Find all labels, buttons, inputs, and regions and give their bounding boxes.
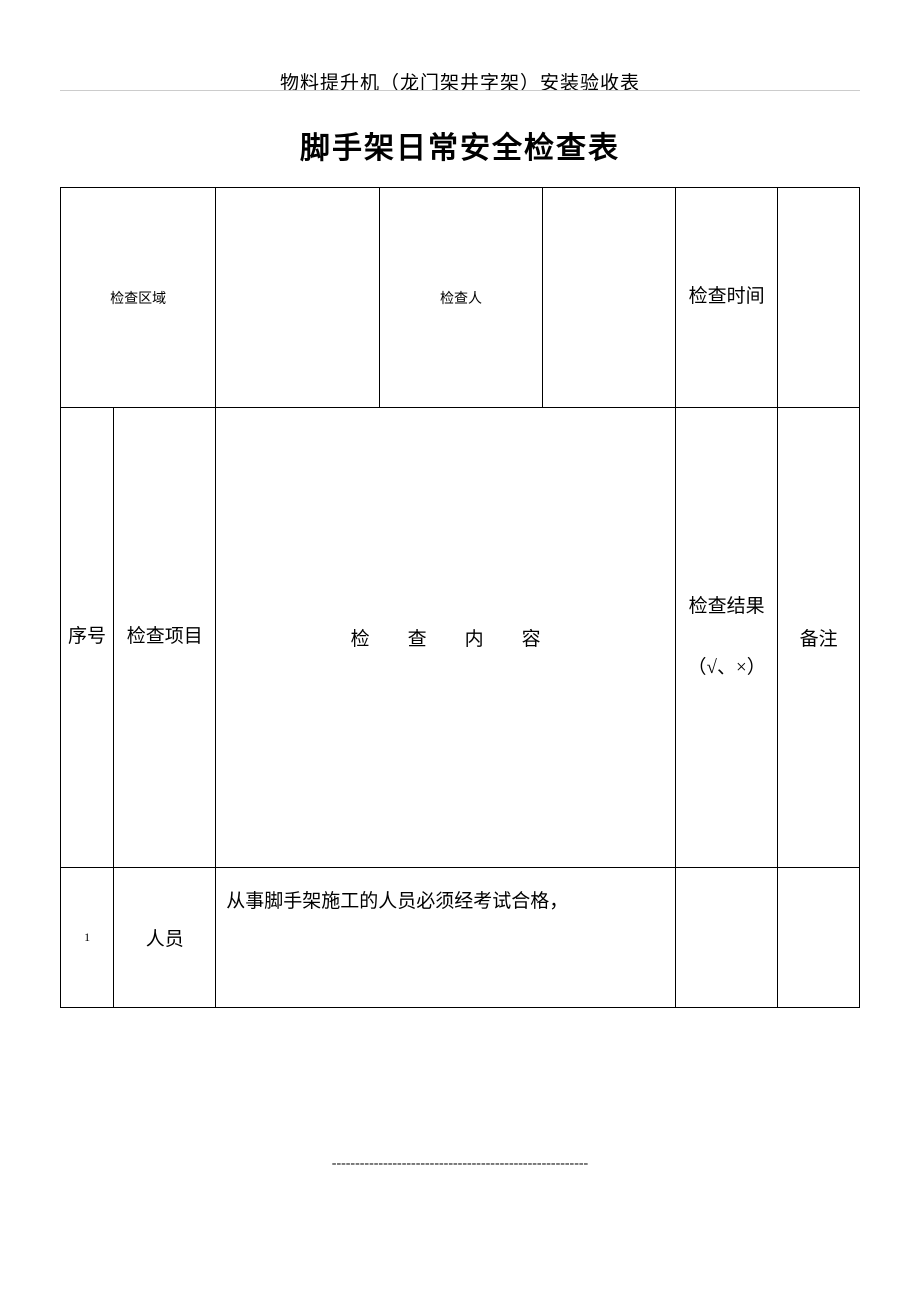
- inspector-label-cell: 检查人: [379, 188, 542, 408]
- item-header-cell: 检查项目: [114, 408, 216, 868]
- inspector-value-cell: [543, 188, 676, 408]
- inspection-table-container: 检查区域 检查人 检查时间 序号 检查项目 检 查 内 容 检查结果（√、×） …: [60, 187, 860, 1008]
- time-label-cell: 检查时间: [676, 188, 778, 408]
- content-cell: 从事脚手架施工的人员必须经考试合格，: [216, 868, 676, 1008]
- table-row-data: 1 人员 从事脚手架施工的人员必须经考试合格，: [61, 868, 860, 1008]
- result-cell: [676, 868, 778, 1008]
- area-value-cell: [216, 188, 379, 408]
- table-row-header2: 序号 检查项目 检 查 内 容 检查结果（√、×） 备注: [61, 408, 860, 868]
- page-title: 脚手架日常安全检查表: [0, 123, 920, 167]
- content-header-cell: 检 查 内 容: [216, 408, 676, 868]
- area-label-cell: 检查区域: [61, 188, 216, 408]
- inspection-table: 检查区域 检查人 检查时间 序号 检查项目 检 查 内 容 检查结果（√、×） …: [60, 187, 860, 1008]
- note-cell: [778, 868, 860, 1008]
- seq-cell: 1: [61, 868, 114, 1008]
- note-header-cell: 备注: [778, 408, 860, 868]
- page-subtitle: 物料提升机（龙门架井字架）安装验收表: [0, 0, 920, 95]
- item-cell: 人员: [114, 868, 216, 1008]
- time-value-cell: [778, 188, 860, 408]
- footer-dashes: ----------------------------------------…: [0, 1156, 920, 1172]
- seq-header-cell: 序号: [61, 408, 114, 868]
- result-header-cell: 检查结果（√、×）: [676, 408, 778, 868]
- table-row-header1: 检查区域 检查人 检查时间: [61, 188, 860, 408]
- header-divider: [60, 90, 860, 91]
